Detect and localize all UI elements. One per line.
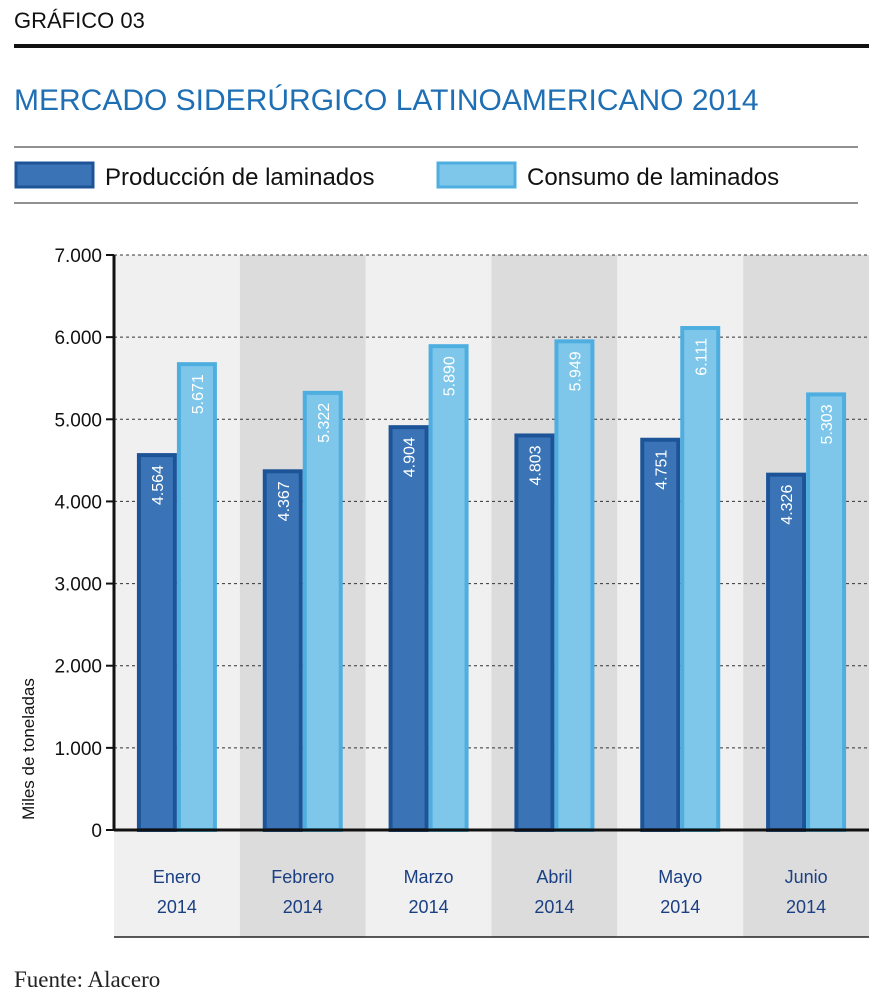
x-tick-label-year: 2014: [283, 897, 323, 917]
axes: [106, 254, 869, 832]
data-label-production: 4.904: [402, 437, 419, 477]
data-label-production: 4.564: [150, 465, 167, 505]
data-label-production: 4.803: [527, 445, 544, 485]
data-label-consumption: 5.890: [442, 356, 459, 396]
y-tick-labels: 0 1.000 2.000 3.000 4.000 5.000 6.000 7.000: [54, 246, 102, 842]
chart-title: MERCADO SIDERÚRGICO LATINOAMERICANO 2014: [14, 84, 759, 117]
bar-production: [262, 469, 303, 832]
legend: Producción de laminados Consumo de lamin…: [14, 161, 779, 191]
bar-production: [640, 437, 681, 832]
x-tick-label-month: Marzo: [404, 867, 454, 887]
data-label-consumption: 5.303: [819, 404, 836, 444]
x-tick-label-year: 2014: [534, 897, 574, 917]
bar-consumption: [680, 326, 721, 832]
bar-production: [388, 425, 429, 832]
y-tick-label: 7.000: [54, 246, 102, 267]
data-label-consumption: 5.671: [190, 374, 207, 414]
header-rule: [14, 44, 869, 48]
bars: 4.564 5.671 4.367 5.322 4.904 5.890 4.803 5.949…: [136, 326, 847, 832]
y-tick-label: 3.000: [54, 575, 102, 596]
x-tick-label-month: Abril: [536, 867, 572, 887]
legend-label-consumption: Consumo de laminados: [527, 164, 779, 191]
y-tick-label: 2.000: [54, 657, 102, 678]
bar-consumption: [428, 344, 469, 832]
x-tick-label-year: 2014: [660, 897, 700, 917]
x-tick-label-year: 2014: [157, 897, 197, 917]
legend-swatch-production: [14, 161, 95, 189]
bar-consumption: [554, 339, 595, 832]
bar-production: [136, 453, 177, 832]
bar-consumption: [302, 390, 343, 832]
data-label-consumption: 5.322: [316, 403, 333, 443]
x-tick-label-month: Junio: [785, 867, 828, 887]
bar-consumption: [806, 392, 847, 832]
data-label-production: 4.367: [276, 481, 293, 521]
data-label-consumption: 6.111: [693, 338, 710, 376]
y-tick-label: 1.000: [54, 739, 102, 760]
bar-production: [514, 433, 555, 832]
legend-label-production: Producción de laminados: [105, 164, 375, 191]
bar-consumption: [176, 362, 217, 832]
source-note: Fuente: Alacero: [14, 967, 160, 992]
x-tick-labels: Enero 2014 Febrero 2014 Marzo 2014 Abril 2014 Ma…: [153, 867, 828, 917]
data-label-consumption: 5.949: [567, 351, 584, 391]
y-tick-label: 4.000: [54, 492, 102, 513]
figure-number: GRÁFICO 03: [14, 8, 145, 33]
x-tick-label-year: 2014: [409, 897, 449, 917]
legend-swatch-consumption: [436, 161, 517, 189]
category-bands: [114, 255, 869, 937]
y-tick-label: 0: [91, 821, 102, 842]
y-axis-label: Miles de toneladas: [19, 678, 38, 820]
y-tick-label: 6.000: [54, 328, 102, 349]
data-label-production: 4.326: [779, 485, 796, 525]
data-label-production: 4.751: [653, 450, 670, 490]
x-tick-label-month: Mayo: [658, 867, 702, 887]
x-tick-label-year: 2014: [786, 897, 826, 917]
x-tick-label-month: Febrero: [271, 867, 334, 887]
x-tick-label-month: Enero: [153, 867, 201, 887]
bar-production: [766, 472, 807, 832]
y-tick-label: 5.000: [54, 410, 102, 431]
